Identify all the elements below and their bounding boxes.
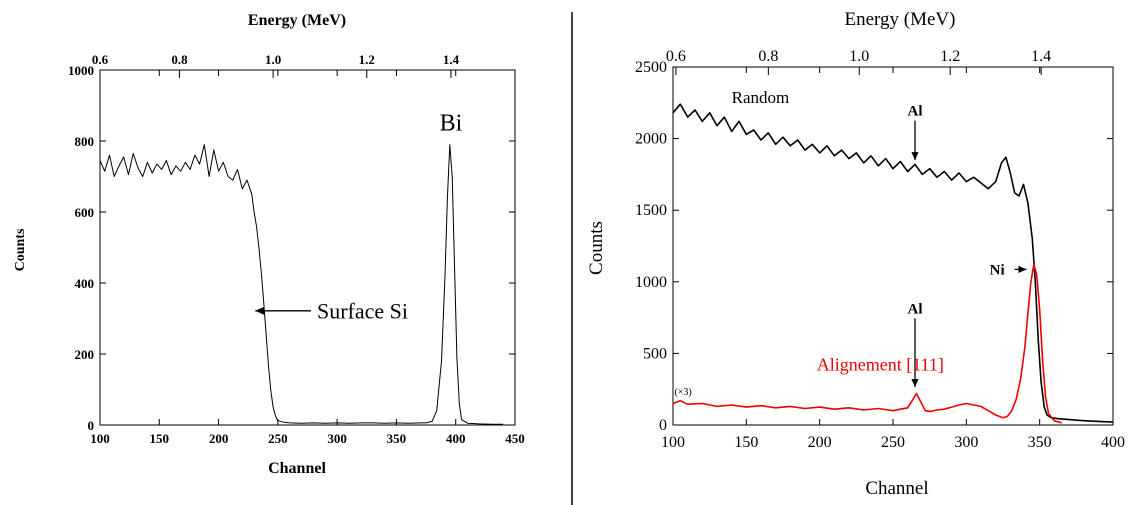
left-top-tick-label: 0.8 [171, 52, 188, 67]
left-ticks: 100 150 200 250 300 350 400 450 0 200 400 600 800 100… [68, 52, 525, 446]
right-y-tick-label: 1500 [635, 202, 667, 219]
right-x-tick-label: 400 [1101, 434, 1125, 451]
right-x-axis-label: Channel [865, 478, 928, 499]
right-y-tick-label: 2000 [635, 131, 667, 148]
left-top-tick-label: 0.6 [92, 52, 109, 67]
left-x-tick-label: 150 [150, 431, 170, 446]
right-ticks: 100 150 200 250 300 350 400 0 500 1000 1500 2000 250… [635, 48, 1125, 451]
right-series-line-1 [672, 263, 1062, 424]
left-y-tick-label: 800 [75, 134, 95, 149]
right-annotation-1: Al [908, 104, 923, 120]
right-x-tick-label: 200 [808, 434, 832, 451]
right-annotation-3: Al [908, 301, 923, 317]
left-top-tick-label: 1.4 [443, 52, 460, 67]
right-y-tick-label: 2500 [635, 59, 667, 76]
left-series-line-0 [99, 144, 504, 425]
right-top-tick-label: 1.0 [849, 48, 869, 65]
left-series [99, 144, 504, 425]
left-x-tick-label: 350 [387, 431, 407, 446]
right-y-tick-label: 500 [643, 345, 667, 362]
right-x-tick-label: 150 [734, 434, 758, 451]
right-annotation-arrowhead [1018, 265, 1027, 273]
left-top-axis-label: Energy (MeV) [248, 12, 346, 29]
right-x-tick-label: 300 [954, 434, 978, 451]
left-y-tick-label: 0 [88, 418, 95, 433]
left-x-tick-label: 450 [505, 431, 525, 446]
right-chart: Energy (MeV) Channel Counts 100 150 200 250… [586, 9, 1125, 499]
left-plot-frame [99, 69, 516, 426]
left-top-tick-label: 1.0 [265, 52, 281, 67]
right-annotation-5: (×3) [674, 387, 691, 398]
left-x-tick-label: 250 [268, 431, 288, 446]
left-x-tick-label: 300 [327, 431, 347, 446]
right-annotation-4: Alignement [111] [817, 355, 944, 375]
left-y-axis-label: Counts [13, 228, 28, 271]
right-top-axis-label: Energy (MeV) [845, 9, 956, 30]
left-y-tick-label: 600 [75, 205, 95, 220]
left-x-tick-label: 400 [446, 431, 466, 446]
right-x-tick-label: 100 [661, 434, 685, 451]
left-annotation-0: Bi [440, 110, 463, 136]
left-y-tick-label: 200 [75, 347, 95, 362]
right-annotations: Random Al Ni Al Alignement [111] (×3) [674, 88, 1027, 398]
right-annotation-arrowhead [911, 152, 919, 161]
right-annotation-0: Random [732, 88, 790, 107]
right-x-tick-label: 350 [1028, 434, 1052, 451]
left-annotations: Bi Surface Si [255, 110, 463, 324]
left-x-axis-label: Channel [268, 460, 326, 477]
right-top-tick-label: 0.8 [758, 48, 778, 65]
right-y-tick-label: 1000 [635, 274, 667, 291]
left-chart: Energy (MeV) Channel Counts 100 150 200 250… [13, 12, 525, 477]
right-top-tick-label: 1.4 [1031, 48, 1051, 65]
left-top-tick-label: 1.2 [359, 52, 375, 67]
right-y-axis-label: Counts [586, 221, 607, 275]
right-y-tick-label: 0 [659, 417, 667, 434]
right-series-line-0 [672, 103, 1114, 423]
left-x-tick-label: 200 [209, 431, 229, 446]
left-x-tick-label: 100 [90, 431, 110, 446]
left-annotation-1: Surface Si [317, 299, 408, 324]
left-y-tick-label: 400 [75, 276, 95, 291]
left-annotation-arrowhead [255, 306, 265, 315]
right-x-tick-label: 250 [881, 434, 905, 451]
left-y-tick-label: 1000 [68, 63, 94, 78]
right-top-tick-label: 1.2 [940, 48, 960, 65]
right-annotation-arrowhead [911, 379, 919, 388]
right-series [672, 103, 1114, 424]
right-annotation-2: Ni [990, 263, 1005, 279]
right-top-tick-label: 0.6 [666, 48, 686, 65]
